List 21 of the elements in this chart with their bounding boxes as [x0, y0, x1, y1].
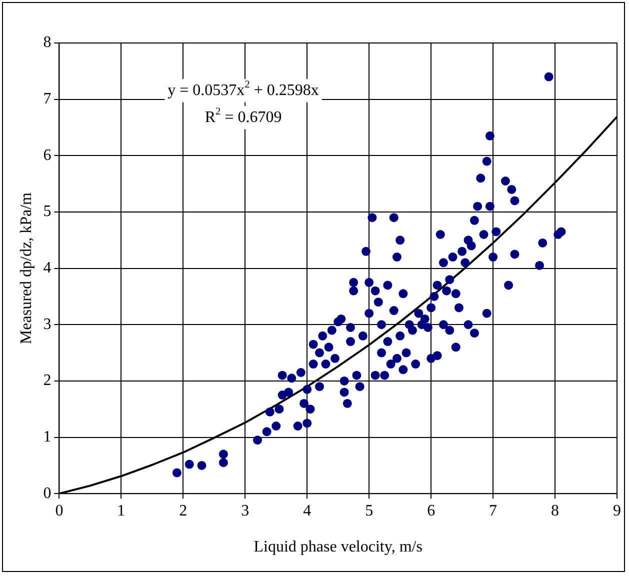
x-tick-label: 3 [241, 502, 250, 520]
y-tick-label: 6 [43, 146, 52, 164]
x-tick-label: 0 [55, 502, 64, 520]
y-tick-label: 2 [43, 372, 52, 390]
x-tick-label: 6 [427, 502, 436, 520]
x-tick-label: 4 [303, 502, 312, 520]
x-tick-label: 2 [179, 502, 188, 520]
y-tick-label: 0 [43, 484, 52, 502]
x-tick-label: 7 [489, 502, 498, 520]
y-tick-label: 8 [43, 34, 52, 52]
y-tick-label: 3 [43, 316, 52, 333]
x-tick-label: 1 [117, 502, 126, 520]
x-tick-label: 5 [365, 502, 374, 520]
y-tick-label: 4 [43, 260, 52, 277]
y-tick-label: 1 [43, 428, 52, 446]
y-tick-label: 5 [43, 203, 52, 220]
x-tick-label: 9 [613, 502, 621, 520]
y-tick-label: 7 [43, 90, 52, 108]
y-axis-title: Measured dp/dz, kPa/m [18, 192, 35, 344]
x-axis-title: Liquid phase velocity, m/s [254, 538, 422, 556]
x-tick-label: 8 [551, 502, 560, 520]
